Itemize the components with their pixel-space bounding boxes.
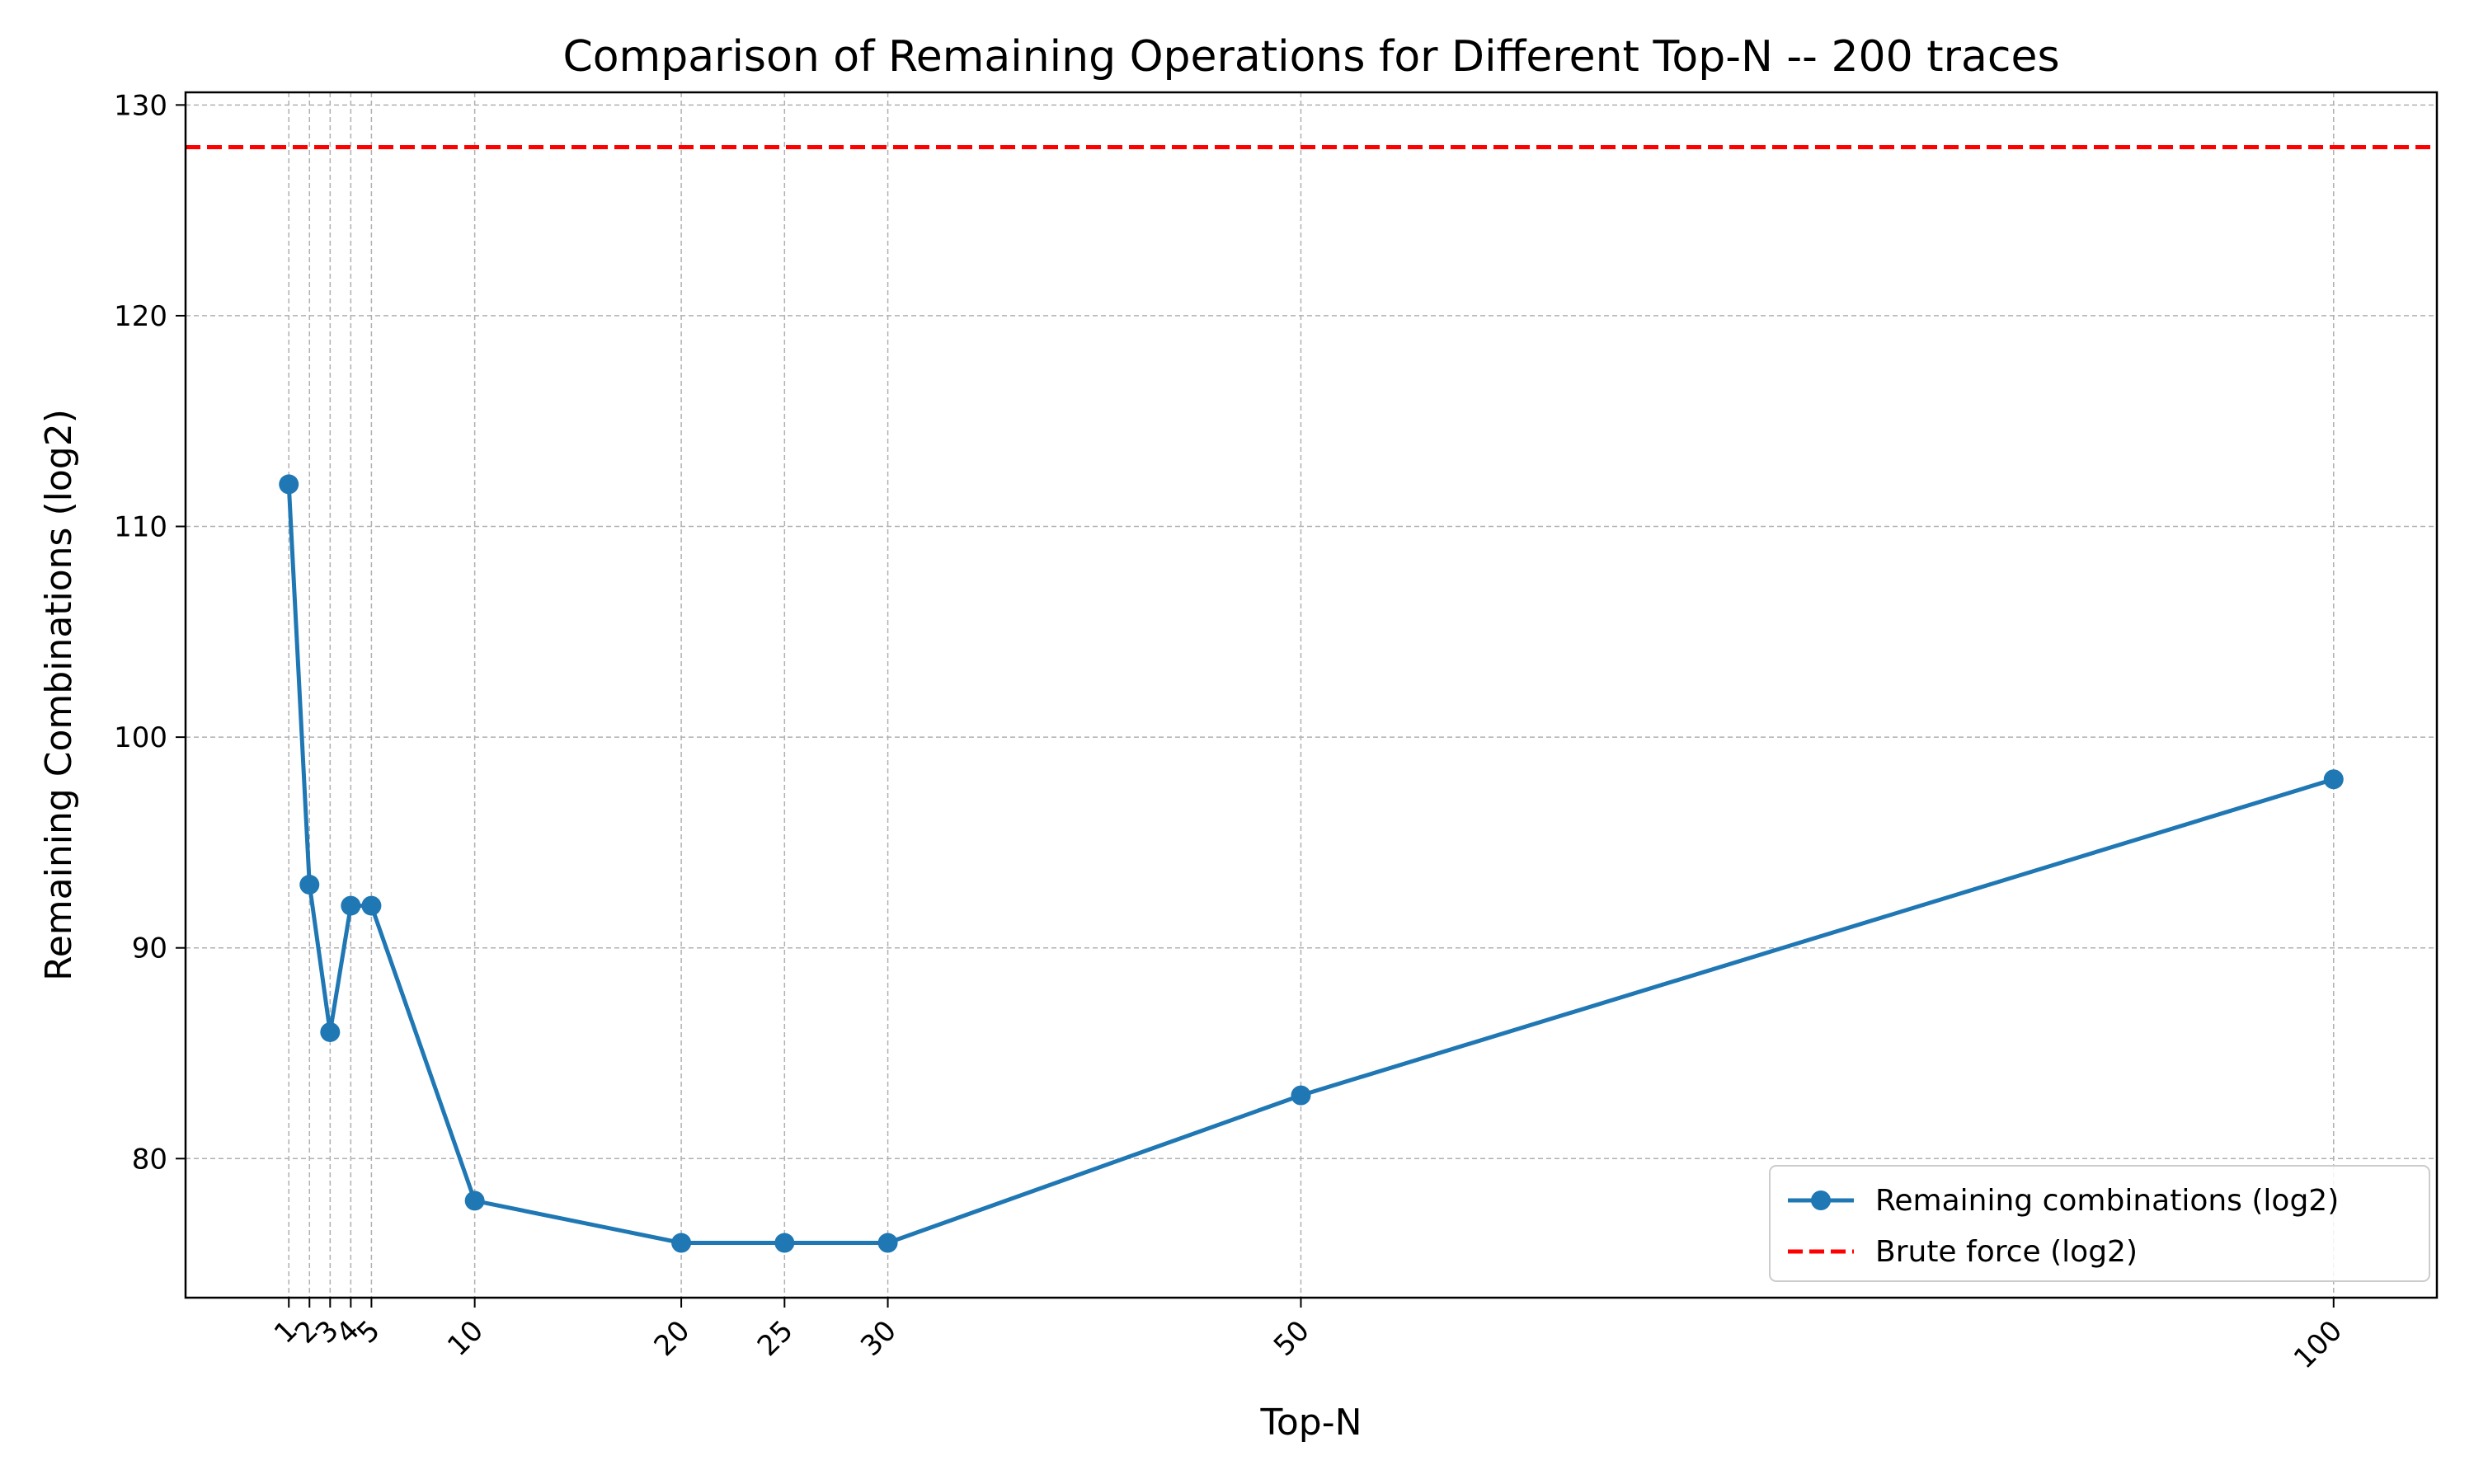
data-point [2323, 769, 2344, 790]
data-point [671, 1233, 692, 1253]
y-axis-label: Remaining Combinations (log2) [38, 409, 80, 981]
y-tick-label: 110 [114, 511, 167, 544]
legend-brute-force-label: Brute force (log2) [1875, 1235, 2138, 1269]
y-tick-label: 90 [132, 932, 167, 965]
data-point [320, 1021, 341, 1042]
legend: Remaining combinations (log2) Brute force… [1769, 1165, 2430, 1282]
chart-title: Comparison of Remaining Operations for D… [562, 32, 2059, 82]
legend-box [1769, 1165, 2430, 1282]
grid [186, 92, 2437, 1298]
y-tick-label: 100 [114, 721, 167, 754]
data-point [1291, 1085, 1311, 1106]
legend-series-label: Remaining combinations (log2) [1875, 1184, 2339, 1218]
data-point [299, 875, 320, 895]
data-point [341, 895, 361, 916]
data-point [279, 474, 299, 495]
x-axis-label: Top-N [1259, 1402, 1362, 1444]
plot-frame [184, 91, 2439, 1299]
data-point [877, 1233, 898, 1253]
y-tick-label: 80 [132, 1143, 167, 1176]
y-axis-ticks: 80 90 100 110 120 130 [114, 89, 186, 1176]
y-tick-label: 130 [114, 89, 167, 122]
data-point [464, 1190, 485, 1211]
data-point [774, 1233, 795, 1253]
y-tick-label: 120 [114, 300, 167, 333]
series-layer [279, 474, 2344, 1253]
legend-series-marker [1811, 1190, 1831, 1210]
data-point [361, 895, 382, 916]
